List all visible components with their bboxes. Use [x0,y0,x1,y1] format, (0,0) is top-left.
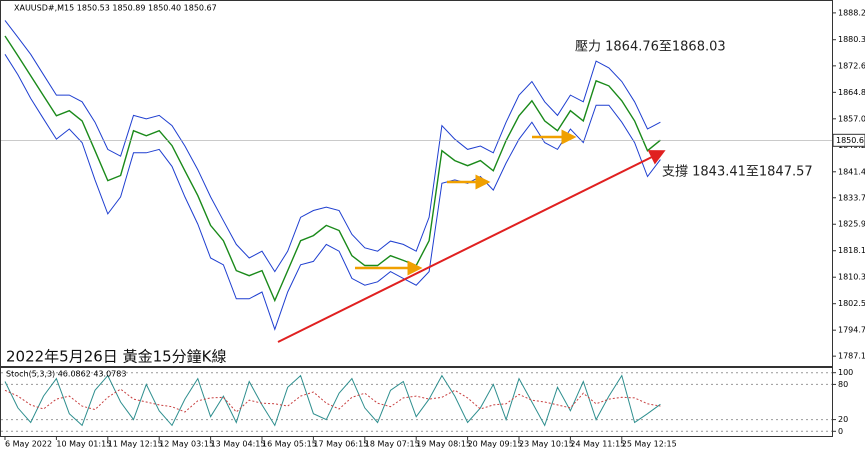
y-tick-label: 100 [838,368,853,377]
x-tick-label: 12 May 03:15 [159,440,214,449]
annotation: 2022年5月26日 黃金15分鐘K線 [6,348,227,366]
x-tick-label: 19 May 08:15 [416,440,471,449]
x-tick-label: 6 May 2022 [5,440,52,449]
price-panel [0,0,833,367]
y-tick-label: 1841.40 [838,167,865,176]
chart-title: XAUUSD#,M15 1850.53 1850.89 1850.40 1850… [14,4,217,13]
x-tick-label: 10 May 01:15 [56,440,111,449]
y-tick-label: 1864.80 [838,88,865,97]
stoch-title: Stoch(5,3,3) 46.0862 43.0783 [6,370,126,379]
y-tick-label: 0 [838,427,843,436]
y-tick-label: 1802.55 [838,299,865,308]
x-tick-label: 24 May 11:15 [570,440,625,449]
series-line [4,54,661,331]
y-tick-label: 1787.10 [838,352,865,361]
x-tick-label: 16 May 05:15 [262,440,317,449]
x-tick-label: 20 May 09:15 [468,440,523,449]
price-label: 1850.67 [836,136,865,145]
series-line [4,388,661,413]
x-tick-label: 25 May 12:15 [622,440,677,449]
x-tick-label: 23 May 10:15 [519,440,574,449]
y-tick-label: 1888.20 [838,8,865,17]
y-tick-label: 1857.00 [838,114,865,123]
series-line [4,35,661,303]
annotation: 壓力 1864.76至1868.03 [575,40,726,55]
x-tick-label: 13 May 04:15 [211,440,266,449]
stoch-panel [0,367,833,437]
series-line [4,20,661,273]
price-label-box [832,133,865,147]
y-tick-label: 20 [838,415,848,424]
annotation: 支撐 1843.41至1847.57 [662,165,813,180]
y-tick-label: 80 [838,380,848,389]
y-tick-label: 1818.15 [838,246,865,255]
trend-line [277,150,666,343]
y-tick-label: 1794.75 [838,326,865,335]
y-tick-label: 1810.35 [838,273,865,282]
x-tick-label: 18 May 07:15 [365,440,420,449]
y-tick-label: 1825.95 [838,220,865,229]
y-tick-label: 1872.60 [838,61,865,70]
x-tick-label: 17 May 06:15 [313,440,368,449]
x-tick-label: 11 May 12:15 [108,440,163,449]
y-tick-label: 1833.75 [838,193,865,202]
y-tick-label: 1880.30 [838,35,865,44]
